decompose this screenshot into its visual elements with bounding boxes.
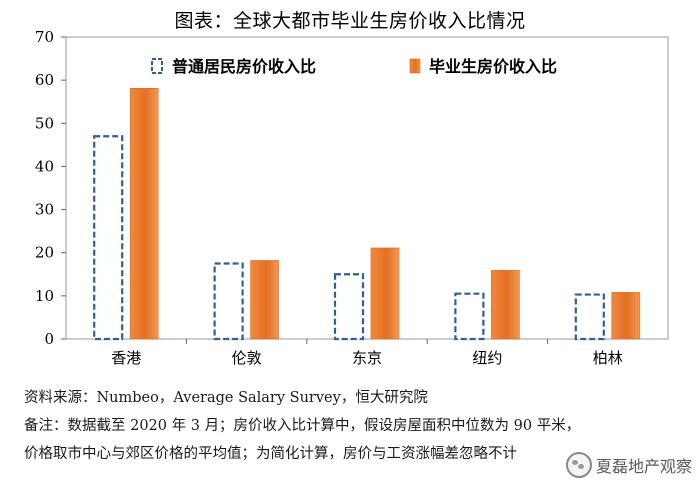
y-tick-label: 40 (35, 157, 54, 175)
legend-swatch-graduate (409, 58, 421, 74)
source-note: 资料来源：Numbeo，Average Salary Survey，恒大研究院 (24, 390, 428, 406)
y-tick-label: 70 (35, 30, 54, 46)
bar-resident-1 (213, 262, 244, 341)
footnote-line-2: 价格取市中心与郊区价格的平均值；为简化计算，房价与工资涨幅差忽略不计 (24, 446, 517, 462)
x-tick-label: 东京 (352, 349, 382, 367)
y-tick-label: 30 (35, 201, 54, 219)
bar-graduate-4 (611, 292, 641, 340)
legend-label-resident: 普通居民房价收入比 (172, 57, 316, 76)
legend-swatch-resident (151, 58, 163, 74)
watermark: 夏磊地产观察 (565, 452, 692, 478)
x-tick-label: 伦敦 (232, 349, 262, 367)
bar-resident-2 (333, 273, 365, 341)
bar-graduate-0 (129, 88, 159, 340)
bar-resident-4 (574, 293, 605, 341)
bar-resident-0 (93, 135, 124, 341)
y-tick-label: 0 (44, 330, 54, 348)
bar-resident-3 (454, 292, 485, 341)
bar-chart: 0 10 20 30 40 50 60 70 香港 伦敦 东京 纽约 柏林 普通居民房价收入比 毕业生房价… (35, 30, 669, 367)
x-tick-label: 香港 (111, 349, 141, 367)
bar-graduate-1 (250, 260, 279, 340)
wechat-icon (565, 452, 592, 478)
x-tick-label: 纽约 (472, 349, 502, 367)
watermark-text: 夏磊地产观察 (595, 457, 692, 476)
x-tick-label: 柏林 (593, 349, 623, 367)
legend-label-graduate: 毕业生房价收入比 (429, 57, 557, 76)
footnote-line-1: 备注：数据截至 2020 年 3 月；房价收入比计算中，假设房屋面积中位数为 9… (24, 418, 581, 434)
y-tick-label: 20 (35, 244, 54, 262)
y-tick-label: 50 (35, 114, 54, 132)
plot-area (65, 36, 669, 340)
bar-graduate-3 (491, 270, 520, 340)
y-tick-label: 60 (35, 71, 54, 89)
y-tick-label: 10 (35, 287, 54, 305)
chart-title: 图表：全球大都市毕业生房价收入比情况 (174, 10, 526, 32)
bar-graduate-2 (370, 247, 400, 340)
